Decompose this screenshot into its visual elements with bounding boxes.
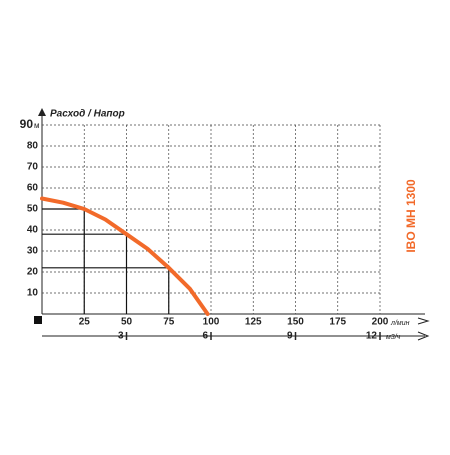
y-unit: м: [34, 121, 40, 130]
y-tick-label: 70: [27, 162, 39, 173]
x-unit: л/мин: [390, 320, 410, 327]
x-tick-label: 25: [79, 317, 91, 328]
x-tick-label: 125: [245, 317, 262, 328]
x-tick-label: 100: [203, 317, 220, 328]
origin-marker: [34, 316, 42, 324]
y-tick-label: 20: [27, 267, 39, 278]
x-tick-label: 200: [372, 317, 389, 328]
x-arrow: [417, 317, 430, 325]
y-tick-label: 50: [27, 204, 39, 215]
x-tick-label: 75: [163, 317, 175, 328]
chart-title: IBO MH 1300: [404, 179, 418, 253]
x2-unit: м3/ч: [386, 334, 401, 341]
axis-label: Расход / Напор: [50, 109, 125, 120]
y-tick-label: 80: [27, 141, 39, 152]
x2-arrow: [417, 331, 430, 341]
x2-tick-label: 9: [287, 331, 293, 342]
x-tick-label: 175: [329, 317, 346, 328]
y-tick-label: 30: [27, 246, 39, 257]
x2-tick-label: 12: [366, 331, 378, 342]
y-tick-label: 10: [27, 288, 39, 299]
x2-tick-label: 6: [202, 331, 208, 342]
y-tick-label: 60: [27, 183, 39, 194]
x-tick-label: 50: [121, 317, 133, 328]
x2-tick-label: 3: [118, 331, 124, 342]
y-tick-label: 90: [20, 117, 34, 131]
pump-curve: [40, 196, 210, 316]
y-tick-label: 40: [27, 225, 39, 236]
y-arrow: [38, 108, 46, 116]
x-tick-label: 150: [287, 317, 304, 328]
